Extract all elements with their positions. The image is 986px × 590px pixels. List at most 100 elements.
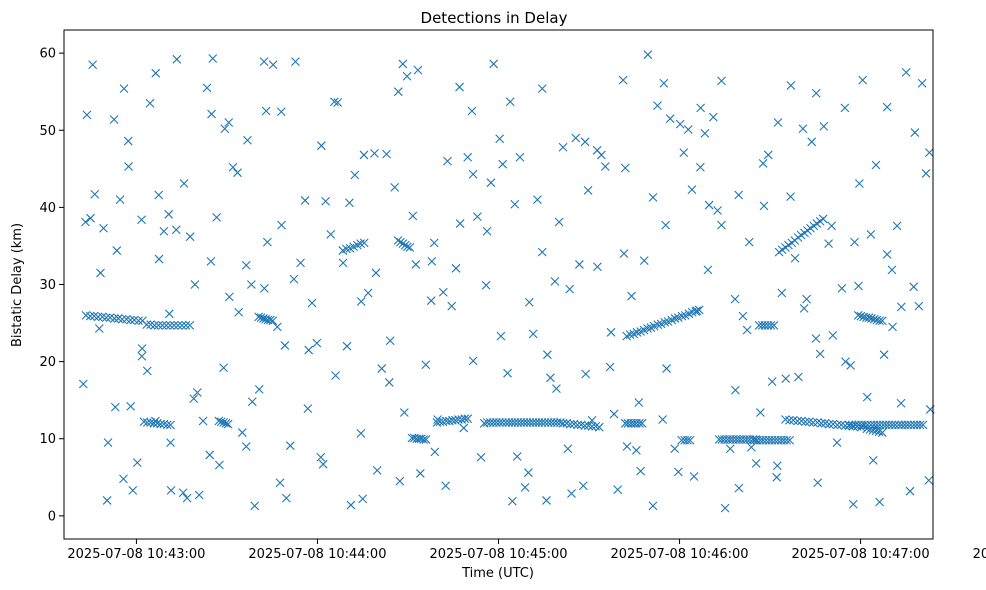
data-point xyxy=(813,478,823,488)
data-point xyxy=(565,419,575,429)
data-point xyxy=(554,217,564,227)
data-point xyxy=(512,452,522,461)
data-point xyxy=(182,493,192,503)
data-point xyxy=(687,185,697,195)
data-point xyxy=(875,497,884,507)
data-point xyxy=(675,119,685,129)
data-point xyxy=(262,237,272,247)
data-point xyxy=(451,263,461,273)
data-point xyxy=(627,291,636,301)
data-point xyxy=(275,478,285,488)
data-point xyxy=(635,418,644,428)
data-point xyxy=(503,368,512,378)
data-point xyxy=(682,435,692,445)
data-point xyxy=(832,420,842,430)
data-point xyxy=(359,238,369,248)
data-point xyxy=(571,133,581,143)
data-point xyxy=(505,97,515,107)
data-point xyxy=(259,283,269,293)
data-point xyxy=(777,288,787,298)
data-point xyxy=(824,239,833,249)
data-point xyxy=(696,103,706,113)
data-point xyxy=(578,481,588,491)
data-point xyxy=(858,75,868,85)
data-point xyxy=(807,137,817,147)
data-point xyxy=(441,481,451,491)
y-tick-label: 30 xyxy=(39,278,56,293)
data-point xyxy=(393,236,403,245)
data-point xyxy=(832,438,842,447)
data-point xyxy=(689,472,699,481)
data-point xyxy=(746,442,756,452)
data-point xyxy=(758,159,768,168)
data-point xyxy=(619,249,629,259)
data-point xyxy=(194,490,204,500)
data-point xyxy=(438,287,448,297)
y-tick-label: 0 xyxy=(48,509,56,524)
data-point xyxy=(241,442,251,451)
data-point xyxy=(205,450,215,460)
data-point xyxy=(109,115,119,124)
data-point xyxy=(569,419,579,429)
data-point xyxy=(128,486,138,495)
data-point xyxy=(489,59,499,69)
data-point xyxy=(844,420,854,430)
data-point xyxy=(259,57,269,67)
data-point xyxy=(382,149,391,159)
data-point xyxy=(854,281,863,291)
data-point xyxy=(265,315,275,325)
data-point xyxy=(769,320,779,330)
data-point xyxy=(856,311,866,321)
data-point xyxy=(734,190,744,200)
data-point xyxy=(850,237,859,247)
data-point xyxy=(914,301,924,311)
data-point xyxy=(766,320,776,330)
data-point xyxy=(818,214,828,224)
data-point xyxy=(618,75,628,85)
data-point xyxy=(342,244,351,254)
data-point xyxy=(639,256,649,265)
data-point xyxy=(871,160,881,170)
data-point xyxy=(333,98,343,107)
data-point xyxy=(214,416,224,426)
data-point xyxy=(552,384,561,394)
data-point xyxy=(918,420,928,430)
data-point xyxy=(906,420,916,430)
data-point xyxy=(496,331,506,341)
data-point xyxy=(165,320,175,330)
data-point xyxy=(208,54,218,63)
data-point xyxy=(636,466,646,476)
data-point xyxy=(228,162,238,172)
data-point xyxy=(338,258,348,268)
data-point xyxy=(426,296,436,306)
data-point xyxy=(202,83,212,93)
data-point xyxy=(224,292,234,302)
data-point xyxy=(773,118,783,127)
data-point xyxy=(887,420,897,430)
data-point xyxy=(742,325,752,335)
data-point xyxy=(384,378,394,387)
data-point xyxy=(119,474,128,484)
data-point xyxy=(708,112,718,122)
data-point xyxy=(460,414,470,424)
data-point xyxy=(759,201,769,211)
data-point xyxy=(565,284,575,294)
data-point xyxy=(476,452,486,462)
data-point xyxy=(756,408,765,417)
data-point xyxy=(567,489,576,498)
data-point xyxy=(587,415,597,425)
data-point xyxy=(887,265,897,275)
data-point xyxy=(241,260,251,270)
data-point xyxy=(625,330,635,340)
data-point xyxy=(172,54,182,64)
data-point xyxy=(816,418,826,428)
data-point xyxy=(498,418,507,427)
data-point xyxy=(854,179,864,188)
data-point xyxy=(216,417,226,427)
data-point xyxy=(542,496,551,505)
data-point xyxy=(632,445,641,455)
data-point xyxy=(877,428,887,437)
data-point xyxy=(892,221,902,231)
data-point xyxy=(132,458,142,468)
data-point xyxy=(390,182,400,192)
